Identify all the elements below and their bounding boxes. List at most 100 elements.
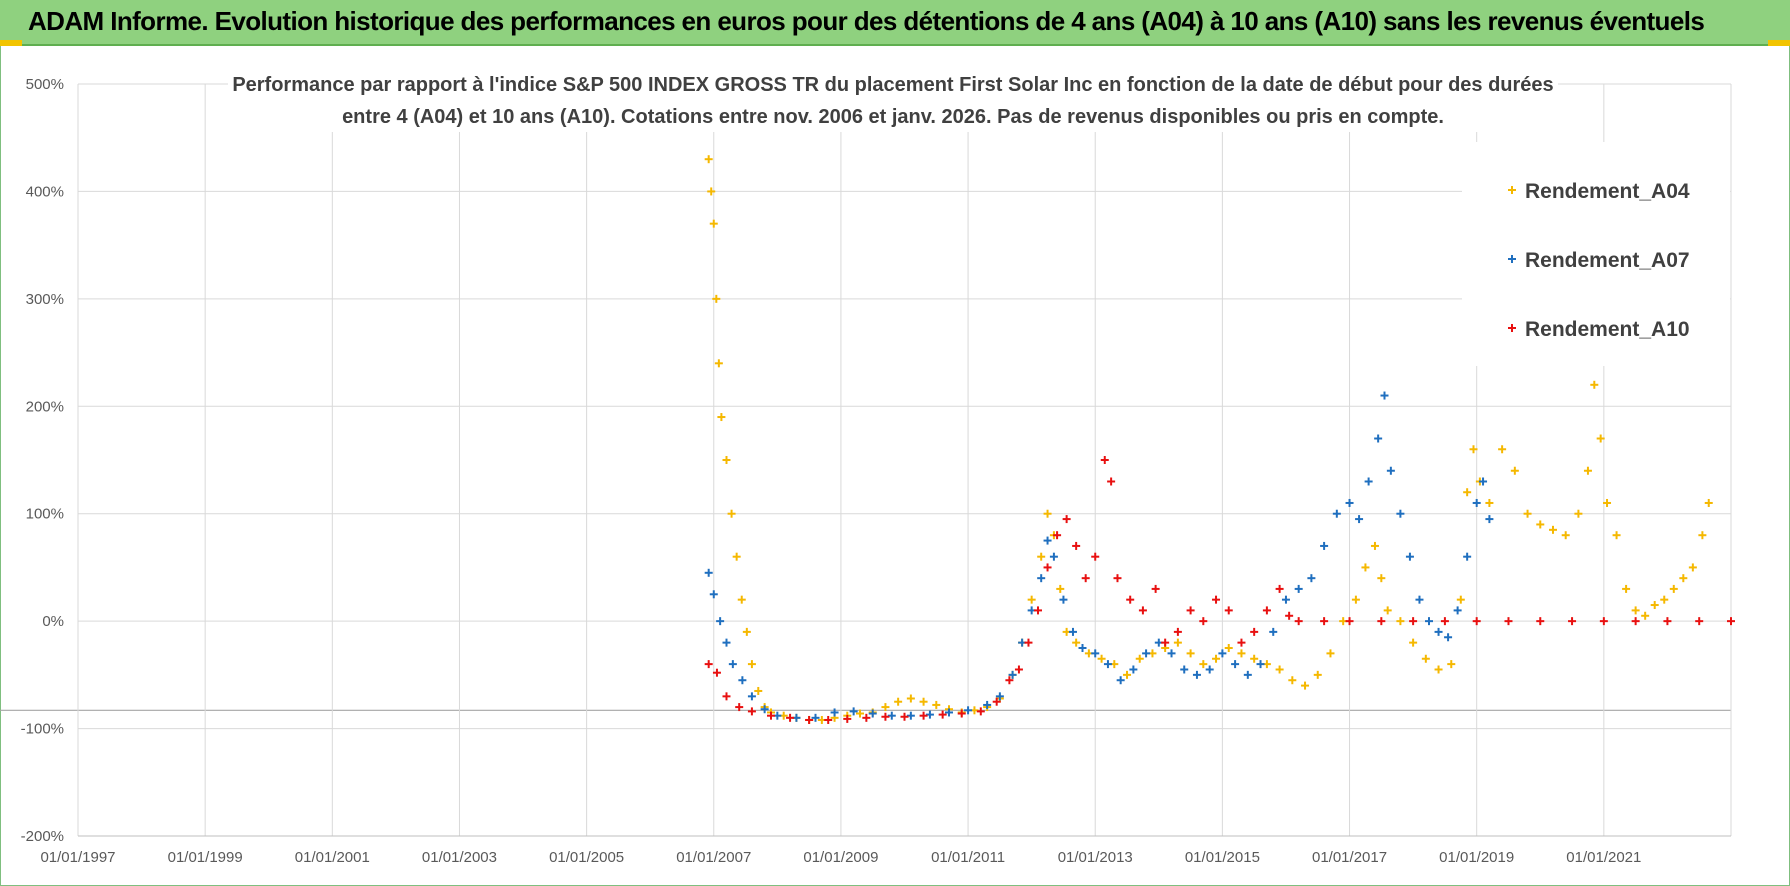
legend-marker [1508, 324, 1516, 332]
data-point [742, 627, 751, 636]
data-point [894, 697, 903, 706]
data-point [1199, 617, 1208, 626]
data-point [1005, 676, 1014, 685]
data-point [1574, 509, 1583, 518]
data-point [868, 709, 877, 718]
data-point [1043, 509, 1052, 518]
x-tick-label: 01/01/2011 [931, 849, 1005, 866]
data-point [1212, 595, 1221, 604]
data-point [881, 712, 890, 721]
data-point [1456, 595, 1465, 604]
data-point [1037, 552, 1046, 561]
data-point [906, 711, 915, 720]
data-point [1599, 617, 1608, 626]
x-axis-ticks: 01/01/1997 01/01/1999 01/01/2001 01/01/2003… [40, 849, 1641, 866]
data-point [1081, 574, 1090, 583]
legend-marker [1508, 186, 1516, 194]
x-tick-label: 01/01/1997 [40, 849, 115, 866]
data-point [843, 714, 852, 723]
data-point [1180, 665, 1189, 674]
data-point [992, 697, 1001, 706]
data-point [1631, 617, 1640, 626]
banner-accent-right [1768, 40, 1790, 46]
data-point [906, 694, 915, 703]
data-point [1660, 595, 1669, 604]
data-point [1351, 595, 1360, 604]
data-point [1173, 627, 1182, 636]
data-point [1568, 617, 1577, 626]
data-point [1072, 638, 1081, 647]
y-tick-label: -100% [21, 721, 64, 738]
data-point [1068, 627, 1077, 636]
data-point [1364, 477, 1373, 486]
data-point [1014, 665, 1023, 674]
data-point [1345, 617, 1354, 626]
data-point [722, 692, 731, 701]
data-point [1320, 617, 1329, 626]
data-point [754, 686, 763, 695]
data-point [1173, 638, 1182, 647]
data-point [1415, 595, 1424, 604]
data-point [1421, 654, 1430, 663]
data-point [1231, 660, 1240, 669]
series-Rendement_A10 [704, 456, 1735, 724]
y-tick-label: 300% [26, 291, 64, 308]
data-point [1510, 466, 1519, 475]
data-point [1370, 541, 1379, 550]
data-point [887, 711, 896, 720]
legend-background [1462, 142, 1730, 366]
data-point [1374, 434, 1383, 443]
data-point [1100, 456, 1109, 464]
y-tick-label: 200% [26, 398, 64, 415]
data-point [1355, 515, 1364, 524]
data-point [855, 709, 864, 718]
data-point [849, 707, 858, 716]
data-point [1361, 563, 1370, 572]
data-point [1285, 611, 1294, 620]
data-point [1256, 660, 1265, 669]
banner-title: ADAM Informe. Evolution historique des p… [28, 6, 1705, 36]
data-point [737, 595, 746, 604]
x-tick-label: 01/01/2013 [1058, 849, 1133, 866]
data-point [1425, 617, 1434, 626]
data-point [919, 697, 928, 706]
data-point [760, 705, 769, 714]
data-point [1396, 509, 1405, 518]
y-tick-label: 400% [26, 183, 64, 200]
data-point [1269, 627, 1278, 636]
data-point [1161, 638, 1170, 647]
data-point [1386, 466, 1395, 475]
x-tick-label: 01/01/2009 [803, 849, 878, 866]
data-point [1053, 531, 1062, 540]
gridlines [0, 83, 1732, 837]
data-point [1072, 541, 1081, 550]
data-point [1142, 649, 1151, 658]
data-point [1307, 574, 1316, 583]
data-point [704, 155, 713, 164]
data-point [1472, 617, 1481, 626]
data-point [919, 711, 928, 720]
data-point [1186, 649, 1195, 658]
data-point [1113, 574, 1122, 583]
data-point [1561, 531, 1570, 540]
data-point [704, 568, 713, 577]
data-point [1377, 617, 1386, 626]
data-point [732, 552, 741, 561]
data-point [1727, 617, 1735, 626]
data-point [1294, 617, 1303, 626]
data-point [747, 692, 756, 701]
data-point [1463, 488, 1472, 497]
data-point [1126, 595, 1135, 604]
data-point [1479, 477, 1488, 486]
data-point [1332, 509, 1341, 518]
data-point [704, 660, 713, 669]
data-point [1024, 638, 1033, 647]
data-point [1679, 574, 1688, 583]
data-point [1444, 633, 1453, 642]
data-point [1091, 649, 1100, 658]
legend-label: Rendement_A07 [1525, 249, 1690, 272]
data-point [1243, 670, 1252, 679]
data-point [830, 708, 839, 717]
data-point [900, 712, 909, 721]
data-point [1548, 525, 1557, 534]
